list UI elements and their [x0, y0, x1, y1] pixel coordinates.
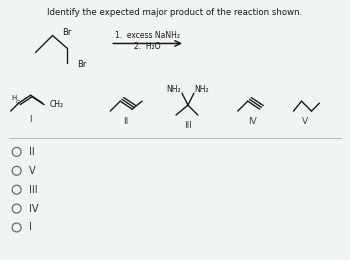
Text: 1.  excess NaNH₂: 1. excess NaNH₂ — [114, 31, 180, 40]
Text: Br: Br — [62, 28, 72, 37]
Text: Br: Br — [77, 60, 87, 69]
Text: IV: IV — [29, 204, 38, 213]
Text: 2.  H₂O: 2. H₂O — [134, 42, 160, 51]
Text: V: V — [302, 116, 309, 126]
Text: III: III — [29, 185, 37, 195]
Text: Identify the expected major product of the reaction shown.: Identify the expected major product of t… — [47, 8, 303, 17]
Text: III: III — [184, 121, 192, 129]
Text: C: C — [15, 100, 20, 105]
Text: II: II — [124, 116, 129, 126]
Text: V: V — [29, 166, 35, 176]
Text: I: I — [29, 223, 32, 232]
Text: II: II — [29, 147, 34, 157]
Text: H: H — [11, 95, 16, 101]
Text: IV: IV — [248, 116, 257, 126]
Text: NH₂: NH₂ — [195, 85, 209, 94]
Text: I: I — [29, 115, 32, 123]
Text: NH₂: NH₂ — [167, 85, 181, 94]
Text: CH₂: CH₂ — [49, 100, 64, 109]
